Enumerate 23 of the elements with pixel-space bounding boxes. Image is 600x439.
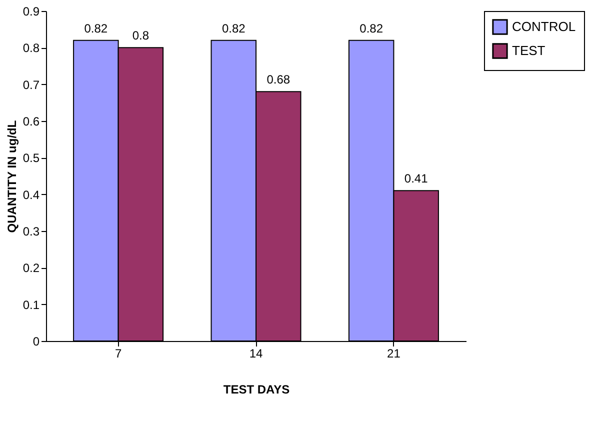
y-tick-label: 0.7 xyxy=(22,78,40,92)
data-label: 0.82 xyxy=(222,21,246,36)
y-tick-label: 0.2 xyxy=(22,261,40,276)
y-tick-label: 0.5 xyxy=(22,151,40,166)
y-tick-label: 0.4 xyxy=(22,188,40,202)
y-tick-label: 0.6 xyxy=(22,114,40,128)
x-tick-label: 7 xyxy=(114,346,122,360)
y-tick-label: 0 xyxy=(32,334,40,348)
x-axis-title: TEST DAYS xyxy=(223,382,290,396)
data-label: 0.68 xyxy=(266,72,290,87)
x-tick-label: 14 xyxy=(249,346,263,360)
x-tick-label: 21 xyxy=(387,346,401,360)
data-label: 0.41 xyxy=(404,172,428,186)
data-label: 0.82 xyxy=(360,21,384,36)
y-tick-label: 0.8 xyxy=(22,41,40,56)
y-tick-label: 0.1 xyxy=(22,298,40,312)
legend-label: CONTROL xyxy=(512,19,576,34)
data-label: 0.8 xyxy=(132,28,150,43)
data-label: 0.82 xyxy=(84,21,108,36)
y-tick-label: 0.3 xyxy=(22,224,40,238)
legend-label: TEST xyxy=(512,43,546,58)
y-axis-title: QUANTITY IN ug/dL xyxy=(4,120,19,233)
y-tick-label: 0.9 xyxy=(22,4,40,18)
